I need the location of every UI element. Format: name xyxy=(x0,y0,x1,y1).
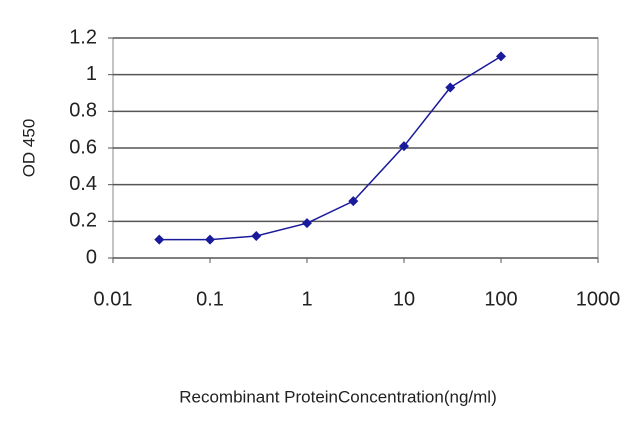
data-point xyxy=(399,141,409,152)
x-axis-label: Recombinant ProteinConcentration(ng/ml) xyxy=(179,387,497,406)
data-point xyxy=(205,234,215,245)
y-tick-label: 1 xyxy=(86,63,97,85)
y-tick-label: 0.4 xyxy=(69,173,97,195)
data-point xyxy=(348,196,359,207)
data-point xyxy=(251,231,262,241)
y-tick-label: 1.2 xyxy=(69,26,97,48)
x-tick-label: 100 xyxy=(484,288,517,310)
y-tick-label: 0.8 xyxy=(69,100,97,122)
y-tick-label: 0.6 xyxy=(69,136,97,158)
y-axis-label: OD 450 xyxy=(19,119,38,178)
y-tick-label: 0.2 xyxy=(69,210,97,232)
x-tick-label: 0.1 xyxy=(196,288,224,310)
data-point xyxy=(445,82,456,93)
x-tick-label: 1000 xyxy=(576,288,621,310)
x-tick-label: 1 xyxy=(301,288,312,310)
data-point xyxy=(302,218,312,229)
data-point xyxy=(154,234,165,245)
data-line xyxy=(159,55,502,241)
x-tick-label: 0.01 xyxy=(94,288,133,310)
data-point xyxy=(496,51,506,62)
x-tick-label: 10 xyxy=(393,288,415,310)
y-tick-label: 0 xyxy=(86,246,97,268)
